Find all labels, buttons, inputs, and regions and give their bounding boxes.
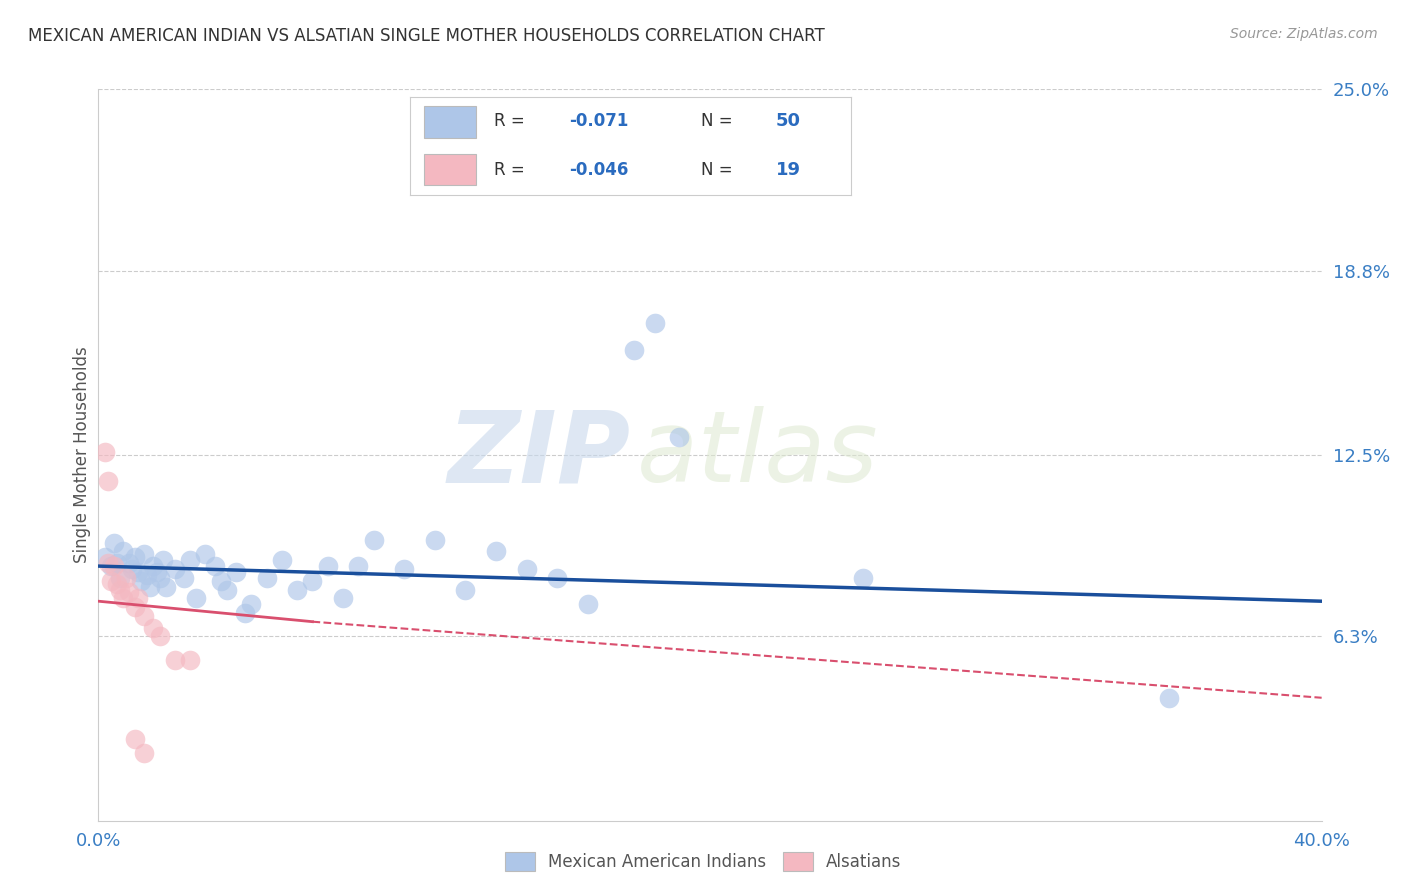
Point xyxy=(668,430,690,444)
Point xyxy=(516,562,538,576)
Point xyxy=(225,565,247,579)
Point xyxy=(301,574,323,588)
Text: Source: ZipAtlas.com: Source: ZipAtlas.com xyxy=(1230,27,1378,41)
Text: MEXICAN AMERICAN INDIAN VS ALSATIAN SINGLE MOTHER HOUSEHOLDS CORRELATION CHART: MEXICAN AMERICAN INDIAN VS ALSATIAN SING… xyxy=(28,27,825,45)
Point xyxy=(142,559,165,574)
Point xyxy=(423,533,446,547)
Point xyxy=(316,559,339,574)
Point xyxy=(134,747,156,761)
Text: atlas: atlas xyxy=(637,407,879,503)
Point xyxy=(118,585,141,599)
Point xyxy=(108,582,131,597)
Point xyxy=(186,591,208,606)
Point xyxy=(347,559,370,574)
Point xyxy=(392,562,416,576)
Point xyxy=(149,629,172,643)
Point xyxy=(124,550,146,565)
Legend: Mexican American Indians, Alsatians: Mexican American Indians, Alsatians xyxy=(496,843,910,880)
Point xyxy=(118,556,141,570)
Point xyxy=(103,535,125,549)
Point xyxy=(93,445,115,459)
Point xyxy=(179,553,201,567)
Point xyxy=(127,591,149,606)
Point xyxy=(136,567,159,582)
Point xyxy=(623,343,645,357)
Point xyxy=(173,571,195,585)
Point xyxy=(111,591,134,606)
Point xyxy=(115,571,138,585)
Point xyxy=(121,562,143,576)
Point xyxy=(103,559,125,574)
Point xyxy=(163,653,186,667)
Point xyxy=(485,544,508,558)
Point xyxy=(124,600,146,615)
Point xyxy=(454,582,477,597)
Point xyxy=(139,580,162,594)
Point xyxy=(111,544,134,558)
Point xyxy=(576,597,599,611)
Point xyxy=(1157,690,1180,705)
Point xyxy=(204,559,226,574)
Point xyxy=(240,597,263,611)
Point xyxy=(100,559,122,574)
Point xyxy=(194,548,217,562)
Point xyxy=(852,571,875,585)
Point xyxy=(233,606,256,620)
Point xyxy=(209,574,232,588)
Point xyxy=(363,533,385,547)
Point xyxy=(155,580,177,594)
Point xyxy=(215,582,238,597)
Point xyxy=(129,574,152,588)
Point xyxy=(93,550,115,565)
Point xyxy=(256,571,278,585)
Y-axis label: Single Mother Households: Single Mother Households xyxy=(73,347,91,563)
Point xyxy=(105,556,128,570)
Point xyxy=(142,621,165,635)
Point xyxy=(124,731,146,746)
Point xyxy=(108,571,131,585)
Point xyxy=(145,565,167,579)
Text: ZIP: ZIP xyxy=(447,407,630,503)
Point xyxy=(332,591,354,606)
Point xyxy=(127,565,149,579)
Point xyxy=(149,571,172,585)
Point xyxy=(97,475,120,489)
Point xyxy=(179,653,201,667)
Point xyxy=(163,562,186,576)
Point xyxy=(100,574,122,588)
Point xyxy=(270,553,292,567)
Point xyxy=(546,571,568,585)
Point xyxy=(152,553,174,567)
Point xyxy=(134,548,156,562)
Point xyxy=(105,576,128,591)
Point xyxy=(644,316,666,330)
Point xyxy=(134,608,156,623)
Point xyxy=(97,556,120,570)
Point xyxy=(285,582,308,597)
